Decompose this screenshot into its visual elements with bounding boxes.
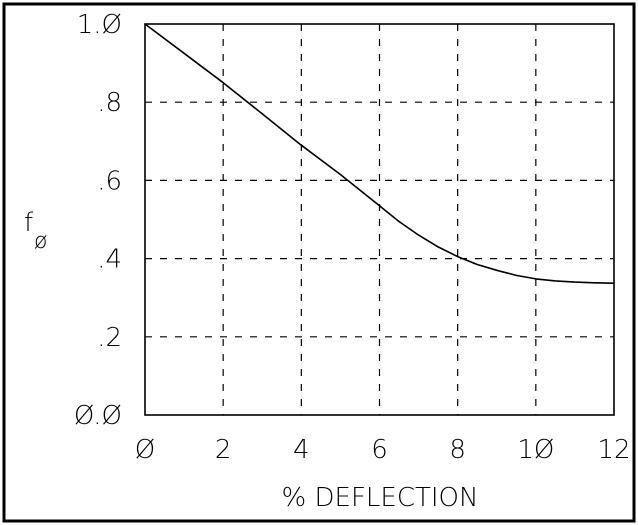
x-axis-tick-labels: Ø 2 4 6 8 1Ø 12 [135,435,631,465]
y-tick-label: .2 [97,323,122,353]
plot-area-frame [144,23,615,416]
x-tick-label: Ø [135,435,155,465]
x-tick-label: 6 [371,435,388,465]
x-tick-label: 12 [597,435,630,465]
x-tick-label: 1Ø [517,435,554,465]
grid-lines [145,24,614,415]
data-series [144,23,615,284]
series-line [144,23,615,284]
y-tick-label: 1.Ø [77,10,122,40]
y-axis-title-main: f [24,208,34,238]
x-tick-label: 8 [449,435,466,465]
x-axis-title: % DEFLECTION [282,483,479,513]
y-axis-tick-labels: Ø.Ø .2 .4 .6 .8 1.Ø [74,10,122,431]
y-tick-label: .8 [97,88,122,118]
y-tick-label: .4 [97,245,122,275]
y-tick-label: Ø.Ø [74,401,122,431]
y-tick-label: .6 [97,166,122,196]
x-tick-label: 4 [293,435,310,465]
plot-area-border [144,23,615,416]
y-axis-title: f ø [24,208,47,254]
y-axis-title-subscript: ø [34,229,47,254]
x-tick-label: 2 [215,435,232,465]
